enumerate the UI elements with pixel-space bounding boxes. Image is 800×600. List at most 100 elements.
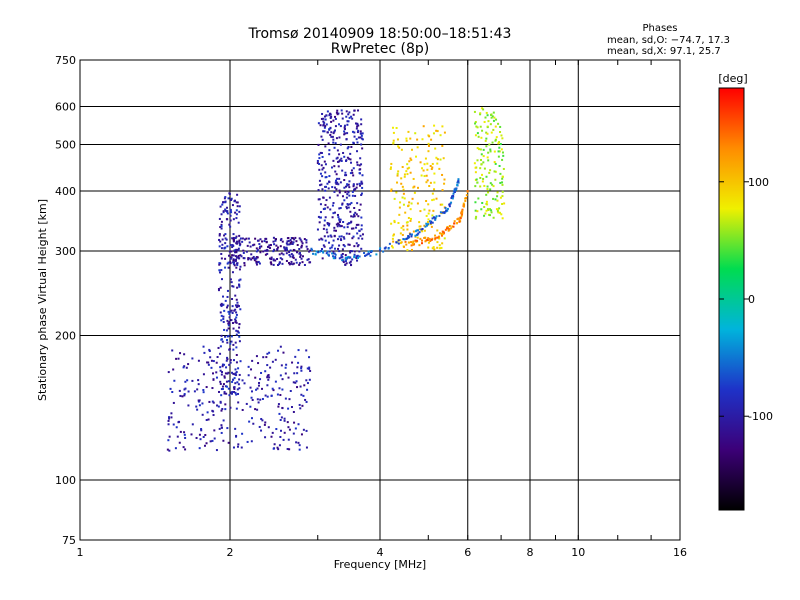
data-point-F-rise <box>220 223 223 226</box>
data-point-F2-X-upper <box>480 208 483 211</box>
data-point-F-rise <box>226 289 229 292</box>
data-point-trace-O <box>450 201 453 204</box>
data-point-trace-X <box>463 203 466 206</box>
data-point-F2-O <box>337 247 340 250</box>
data-point-F2-O <box>330 135 333 138</box>
data-point-F2-O <box>349 158 352 161</box>
data-point-F1 <box>249 245 252 248</box>
data-point-trace-O <box>456 181 459 184</box>
x-tick-label: 2 <box>227 546 234 559</box>
data-point-F2-O <box>333 226 336 229</box>
data-point-F1 <box>280 252 283 255</box>
data-point-trace-O <box>410 235 413 238</box>
data-point-F2-O <box>343 199 346 202</box>
data-point-F-rise <box>234 368 237 371</box>
data-point-E-region <box>183 353 186 356</box>
data-point-F1 <box>264 249 267 252</box>
data-point-F2-O <box>356 254 359 257</box>
data-point-trace-X <box>458 220 461 223</box>
data-point-E-region <box>168 435 171 438</box>
data-point-E-region <box>268 351 271 354</box>
data-point-E-region <box>167 419 170 422</box>
data-point-E-region <box>277 403 280 406</box>
data-point-E-region <box>222 439 225 442</box>
data-point-F-rise <box>220 394 223 397</box>
data-point-F2-O <box>336 181 339 184</box>
data-point-F1 <box>269 244 272 247</box>
data-point-F2-O <box>336 213 339 216</box>
data-point-E-region <box>302 394 305 397</box>
data-point-F2-O <box>328 180 331 183</box>
data-point-E-region <box>300 369 303 372</box>
data-point-F2-O <box>338 250 341 253</box>
data-point-E-region <box>300 367 303 370</box>
data-point-F2-X <box>411 197 414 200</box>
data-point-trace-X <box>459 217 462 220</box>
data-point-E-region <box>272 447 275 450</box>
stats-line-x: mean, sd,X: 97.1, 25.7 <box>607 46 721 57</box>
data-point-F2-O <box>348 243 351 246</box>
data-point-F1 <box>238 239 241 242</box>
data-point-trace-O <box>405 237 408 240</box>
data-point-F2-O <box>359 203 362 206</box>
data-point-F-rise <box>226 245 229 248</box>
data-point-F2-X <box>392 234 395 237</box>
data-point-F2-O <box>340 239 343 242</box>
data-point-E-region <box>305 349 308 352</box>
data-point-F-rise <box>218 234 221 237</box>
data-point-F-rise <box>224 372 227 375</box>
data-point-E-region <box>250 440 253 443</box>
data-point-E-region <box>212 378 215 381</box>
data-point-F-rise <box>220 213 223 216</box>
data-point-E-region <box>245 402 248 405</box>
data-point-F2-X <box>412 230 415 233</box>
data-point-F2-X <box>431 162 434 165</box>
data-point-F-rise <box>239 360 242 363</box>
data-point-F1 <box>264 253 267 256</box>
x-axis-label: Frequency [MHz] <box>334 558 426 571</box>
data-point-F2-O <box>338 191 341 194</box>
data-point-F-rise <box>232 372 235 375</box>
data-point-trace-O <box>450 195 453 198</box>
data-point-F2-X-upper <box>491 183 494 186</box>
data-point-trace-O <box>364 254 367 257</box>
data-point-F2-X-upper <box>490 116 493 119</box>
data-point-F2-X <box>402 228 405 231</box>
data-point-E-region <box>236 381 239 384</box>
data-point-F2-O <box>321 138 324 141</box>
data-point-F-rise <box>236 286 239 289</box>
data-point-E-region <box>282 351 285 354</box>
data-point-trace-O <box>312 252 315 255</box>
data-point-F-rise <box>224 209 227 212</box>
data-point-E-region <box>281 406 284 409</box>
data-point-F1 <box>308 250 311 253</box>
data-point-F2-X <box>423 224 426 227</box>
data-point-E-region <box>226 358 229 361</box>
data-point-F2-X <box>406 167 409 170</box>
data-point-F1 <box>232 239 235 242</box>
data-point-F1 <box>283 247 286 250</box>
data-point-E-region <box>292 410 295 413</box>
data-point-F2-O <box>361 186 364 189</box>
data-point-F-rise <box>238 335 241 338</box>
data-point-F1 <box>255 260 258 263</box>
data-point-F2-X-upper <box>501 181 504 184</box>
data-point-F2-O <box>353 207 356 210</box>
data-point-E-region <box>178 441 181 444</box>
data-point-F2-O <box>346 184 349 187</box>
data-point-F2-O <box>348 261 351 264</box>
data-point-E-region <box>303 384 306 387</box>
data-point-F-rise <box>238 210 241 213</box>
data-point-trace-O <box>348 256 351 259</box>
data-point-F-rise <box>228 394 231 397</box>
data-point-E-region <box>216 404 219 407</box>
data-point-F1 <box>250 258 253 261</box>
data-point-F-rise <box>230 340 233 343</box>
data-point-F2-X-upper <box>486 156 489 159</box>
data-point-F2-O <box>347 113 350 116</box>
data-point-E-region <box>208 350 211 353</box>
data-point-F1 <box>288 243 291 246</box>
data-point-F2-X-upper <box>501 195 504 198</box>
data-point-trace-X <box>415 239 418 242</box>
x-tick-label: 4 <box>377 546 384 559</box>
